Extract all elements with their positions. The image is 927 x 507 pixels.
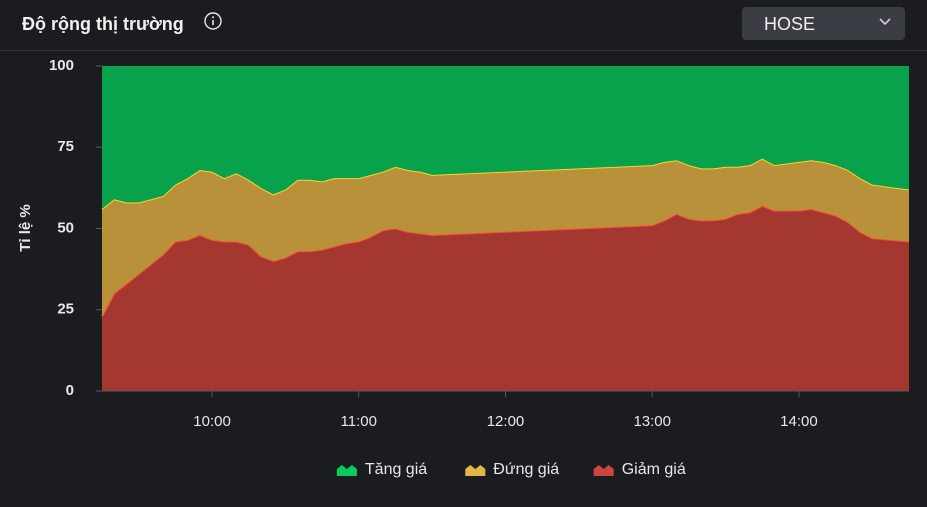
x-tick-label: 10:00: [193, 413, 231, 430]
area: [102, 66, 909, 209]
area: [102, 158, 909, 317]
y-tick-label: 0: [66, 382, 74, 399]
legend-swatch: [465, 465, 486, 476]
y-tick-label: 100: [49, 57, 74, 74]
y-tick-label: 25: [57, 301, 74, 318]
y-tick-label: 75: [57, 138, 74, 155]
legend-swatch: [593, 465, 614, 476]
header-title: Độ rộng thị trường: [22, 14, 184, 34]
x-tick-label: 11:00: [341, 413, 377, 430]
legend-label: Đứng giá: [493, 461, 559, 478]
chevron: [879, 18, 891, 26]
chart: Tỉ lệ % 0 25 50 75 100 10:00 11:00 12:00 13:00 14…: [17, 57, 910, 478]
legend-label: Tăng giá: [365, 461, 427, 478]
legend-label: Giảm giá: [622, 461, 686, 478]
market-dropdown[interactable]: HOSE: [742, 7, 905, 40]
x-tick-label: 12:00: [487, 413, 525, 430]
legend-swatch: [336, 465, 357, 476]
y-tick-label: 50: [57, 219, 74, 236]
header: Độ rộng thị trường HOSE: [0, 0, 927, 51]
market-value: HOSE: [764, 14, 816, 34]
x-tick-label: 14:00: [780, 413, 818, 430]
legend: Tăng giá Đứng giá Giảm giá: [336, 461, 686, 478]
info-icon[interactable]: [204, 12, 222, 30]
y-axis-label: Tỉ lệ %: [17, 204, 34, 252]
x-tick-label: 13:00: [633, 413, 671, 430]
